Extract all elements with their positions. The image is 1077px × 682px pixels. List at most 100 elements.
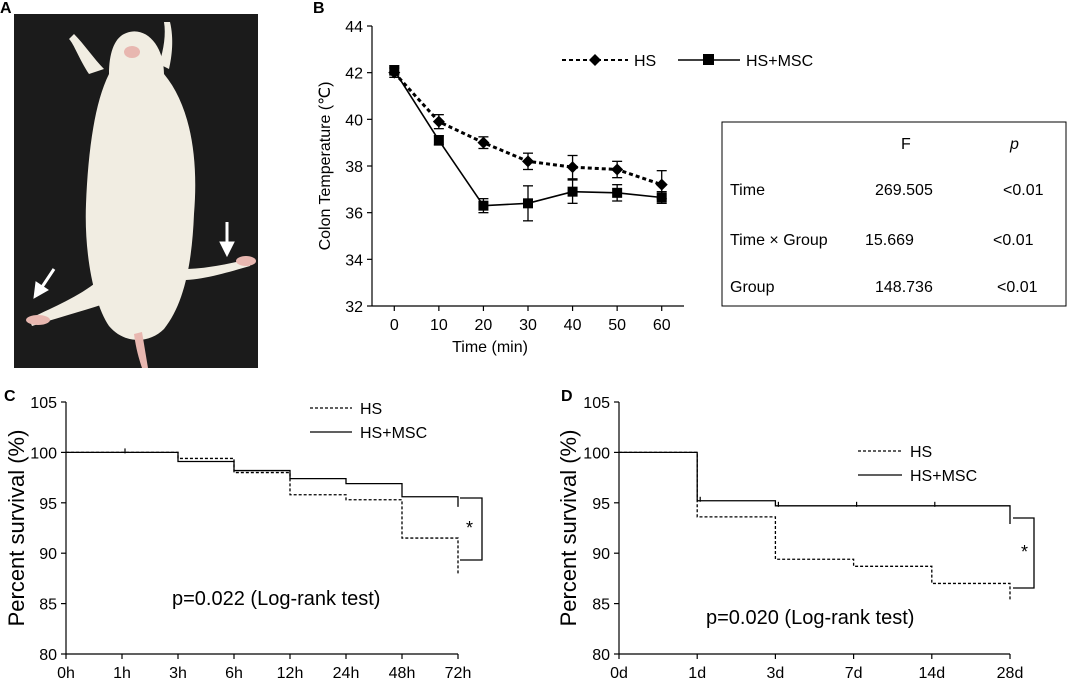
d-y-tick-label: 95 bbox=[592, 496, 610, 513]
legend-hsmsc-label: HS+MSC bbox=[910, 468, 977, 485]
b-y-tick-label: 32 bbox=[345, 299, 363, 316]
b-point-hsmsc bbox=[523, 198, 533, 209]
c-y-tick-label: 95 bbox=[39, 496, 57, 513]
c-legend: HS HS+MSC bbox=[310, 401, 427, 442]
c-survival-hs bbox=[66, 451, 459, 576]
chart-c: 80 85 90 95 100 105 0h 1h 3h 6h 12h 24h 48h 72h Perc… bbox=[4, 395, 483, 682]
d-significance-bracket: * bbox=[1013, 517, 1035, 589]
legend-hsmsc-label: HS+MSC bbox=[746, 53, 813, 70]
table-cell: 15.669 bbox=[865, 232, 914, 249]
d-survival-hsmsc bbox=[619, 451, 1011, 524]
b-point-hs bbox=[611, 163, 624, 176]
b-x-axis-label: Time (min) bbox=[452, 339, 528, 356]
c-x-tick-label: 6h bbox=[225, 665, 243, 682]
legend-hs-label: HS bbox=[360, 401, 382, 418]
table-row-label: Time × Group bbox=[730, 232, 828, 249]
d-x-tick-label: 1d bbox=[688, 665, 706, 682]
d-annotation: p=0.020 (Log-rank test) bbox=[706, 607, 914, 629]
b-x-tick-label: 20 bbox=[475, 317, 493, 334]
d-y-tick-label: 80 bbox=[592, 647, 610, 664]
d-x-tick-label: 0d bbox=[610, 665, 628, 682]
panel-label-b: B bbox=[313, 0, 325, 17]
d-significance-mark: * bbox=[1021, 542, 1028, 562]
b-x-tick-label: 0 bbox=[390, 317, 399, 334]
table-header-p: p bbox=[1009, 136, 1019, 153]
c-significance-bracket: * bbox=[460, 497, 483, 561]
b-point-hs bbox=[522, 155, 534, 168]
d-legend: HS HS+MSC bbox=[858, 444, 977, 485]
b-y-tick-label: 36 bbox=[345, 206, 363, 223]
legend-diamond-marker bbox=[589, 54, 601, 66]
d-x-tick-label: 14d bbox=[918, 665, 945, 682]
c-x-tick-label: 24h bbox=[333, 665, 360, 682]
chart-b: 32 34 36 38 40 42 44 0 10 20 30 40 50 60 Colon Tempe… bbox=[317, 19, 1067, 356]
panel-label-d: D bbox=[561, 388, 573, 405]
b-x-tick-label: 50 bbox=[608, 317, 626, 334]
table-cell: 148.736 bbox=[875, 279, 933, 296]
c-x-tick-label: 0h bbox=[57, 665, 75, 682]
c-x-tick-label: 12h bbox=[277, 665, 304, 682]
d-y-tick-label: 85 bbox=[592, 597, 610, 614]
d-y-tick-label: 105 bbox=[583, 395, 610, 412]
d-y-tick-label: 100 bbox=[583, 445, 610, 462]
table-cell: <0.01 bbox=[993, 232, 1034, 249]
c-y-axis-label: Percent survival (%) bbox=[4, 430, 29, 627]
table-cell: <0.01 bbox=[1003, 182, 1044, 199]
c-y-tick-label: 80 bbox=[39, 647, 57, 664]
arrow-left-icon bbox=[33, 268, 56, 299]
d-y-axis-label: Percent survival (%) bbox=[556, 430, 581, 627]
c-x-tick-label: 72h bbox=[445, 665, 472, 682]
c-y-tick-label: 100 bbox=[30, 445, 57, 462]
table-row-label: Group bbox=[730, 279, 775, 296]
b-x-tick-label: 40 bbox=[564, 317, 582, 334]
b-point-hs bbox=[477, 136, 490, 149]
b-point-hs bbox=[655, 178, 668, 191]
rat-photo bbox=[14, 14, 258, 368]
d-x-tick-label: 3d bbox=[767, 665, 785, 682]
d-x-tick-label: 7d bbox=[845, 665, 863, 682]
stats-table: F p Time 269.505 <0.01 Time × Group 15.6… bbox=[721, 121, 1067, 307]
b-y-tick-label: 40 bbox=[345, 112, 363, 129]
table-row-label: Time bbox=[730, 182, 765, 199]
c-y-tick-label: 90 bbox=[39, 546, 57, 563]
d-y-tick-label: 90 bbox=[592, 546, 610, 563]
c-y-tick-label: 105 bbox=[30, 395, 57, 412]
legend-hsmsc-label: HS+MSC bbox=[360, 425, 427, 442]
panel-label-c: C bbox=[4, 388, 16, 405]
legend-hs-label: HS bbox=[910, 444, 932, 461]
chart-d: 80 85 90 95 100 105 0d 1d 3d 7d 14d 28d Percent su… bbox=[556, 395, 1035, 682]
c-x-tick-label: 48h bbox=[389, 665, 416, 682]
b-y-tick-label: 44 bbox=[345, 19, 363, 36]
b-x-tick-label: 10 bbox=[430, 317, 448, 334]
table-header-f: F bbox=[901, 136, 911, 153]
d-x-tick-label: 28d bbox=[997, 665, 1024, 682]
c-x-tick-label: 1h bbox=[113, 665, 131, 682]
b-point-hs bbox=[432, 115, 445, 128]
c-x-tick-label: 3h bbox=[169, 665, 187, 682]
b-x-tick-label: 30 bbox=[519, 317, 537, 334]
c-annotation: p=0.022 (Log-rank test) bbox=[172, 588, 380, 610]
legend-square-marker bbox=[703, 54, 714, 65]
b-point-hsmsc bbox=[567, 186, 578, 197]
b-point-hs bbox=[566, 161, 579, 174]
arrow-right-icon bbox=[219, 222, 235, 258]
b-point-hsmsc bbox=[433, 135, 444, 146]
b-point-hsmsc bbox=[389, 65, 400, 76]
rat-figure bbox=[26, 22, 256, 368]
b-y-axis-label: Colon Temperature (℃) bbox=[317, 82, 334, 251]
panel-label-a: A bbox=[0, 0, 12, 17]
b-point-hsmsc bbox=[656, 192, 667, 203]
table-cell: <0.01 bbox=[997, 279, 1038, 296]
b-legend: HS HS+MSC bbox=[562, 53, 813, 70]
legend-hs-label: HS bbox=[634, 53, 656, 70]
b-y-tick-label: 42 bbox=[345, 66, 363, 83]
table-cell: 269.505 bbox=[875, 182, 933, 199]
c-significance-mark: * bbox=[466, 518, 473, 538]
c-survival-hsmsc bbox=[66, 451, 459, 507]
b-point-hsmsc bbox=[478, 200, 489, 211]
b-point-hsmsc bbox=[612, 187, 623, 198]
b-y-tick-label: 34 bbox=[345, 252, 363, 269]
c-y-tick-label: 85 bbox=[39, 597, 57, 614]
b-x-tick-label: 60 bbox=[653, 317, 671, 334]
b-y-tick-label: 38 bbox=[345, 159, 363, 176]
